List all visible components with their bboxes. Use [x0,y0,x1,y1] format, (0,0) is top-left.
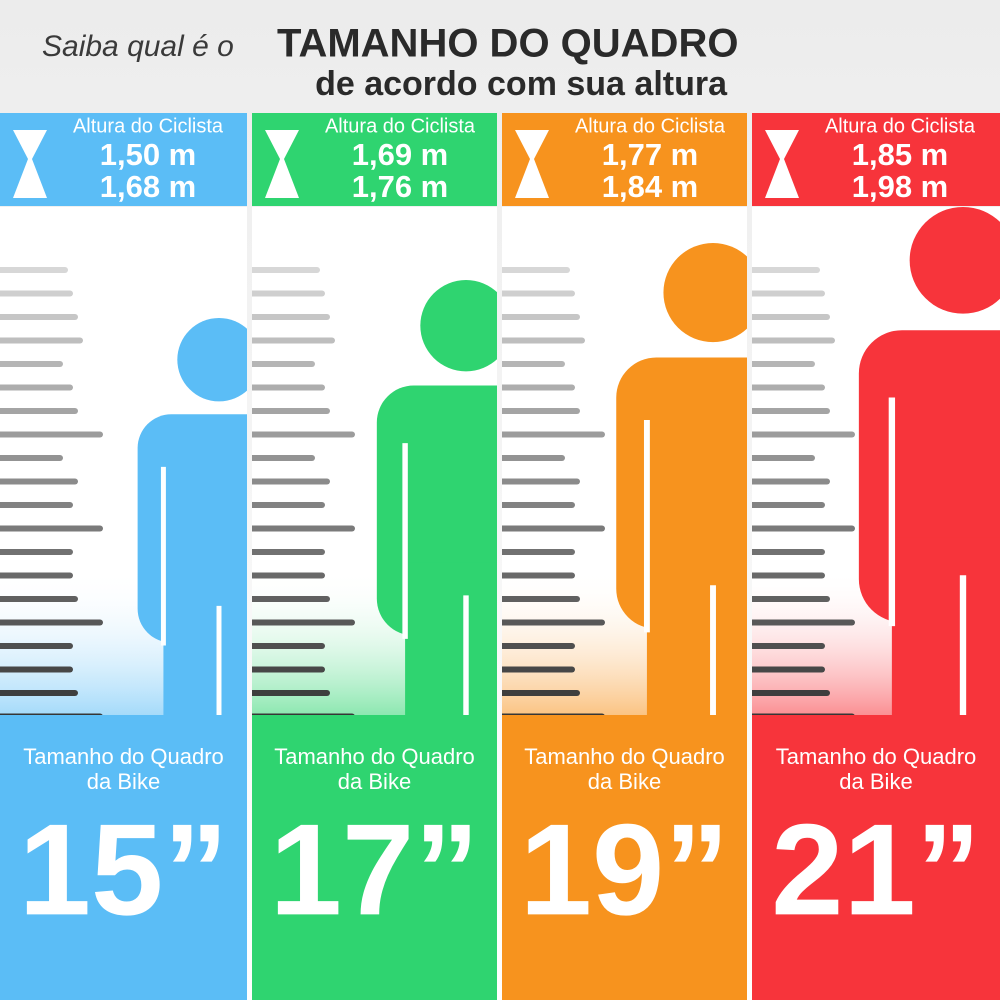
frame-size: 17” [270,796,480,942]
header-subtitle: de acordo com sua altura [315,65,728,103]
frame-label: da Bike [338,769,411,794]
figure-head [663,243,747,343]
frame-size: 19” [520,796,730,942]
size-panel [752,715,1000,1000]
figure-legs [646,549,747,715]
figure-legs [405,562,497,715]
person-figure [137,318,247,716]
height-label: Altura do Ciclista [825,115,976,137]
hourglass-icon [265,130,299,198]
height-min: 1,85 m [852,137,949,172]
person-figure [376,280,497,715]
height-label: Altura do Ciclista [325,115,476,137]
person-figure [616,243,747,716]
hourglass-icon [515,130,549,198]
header-lead: Saiba qual é o [42,30,234,63]
frame-label: da Bike [839,769,912,794]
figure-head [420,280,497,372]
height-max: 1,84 m [602,169,699,204]
figure-head [177,318,247,402]
frame-label: da Bike [87,769,160,794]
height-label: Altura do Ciclista [575,115,726,137]
header-title: TAMANHO DO QUADRO [277,22,738,66]
frame-label: Tamanho do Quadro [776,744,977,769]
frame-label: Tamanho do Quadro [274,744,475,769]
frame-label: Tamanho do Quadro [23,744,224,769]
hourglass-icon [765,130,799,198]
figure-legs [891,537,1000,715]
hourglass-icon [13,130,47,198]
figure-legs [163,576,247,715]
figure-head [909,207,1000,314]
height-min: 1,77 m [602,137,699,172]
person-figure [858,207,1000,715]
height-max: 1,68 m [100,169,197,204]
height-label: Altura do Ciclista [73,115,224,137]
frame-label: Tamanho do Quadro [524,744,725,769]
size-panel [252,715,497,1000]
frame-size: 21” [771,796,981,942]
size-panel [0,715,247,1000]
frame-size: 15” [19,796,229,942]
height-max: 1,76 m [352,169,449,204]
frame-label: da Bike [588,769,661,794]
height-min: 1,69 m [352,137,449,172]
size-panel [502,715,747,1000]
height-max: 1,98 m [852,169,949,204]
height-min: 1,50 m [100,137,197,172]
